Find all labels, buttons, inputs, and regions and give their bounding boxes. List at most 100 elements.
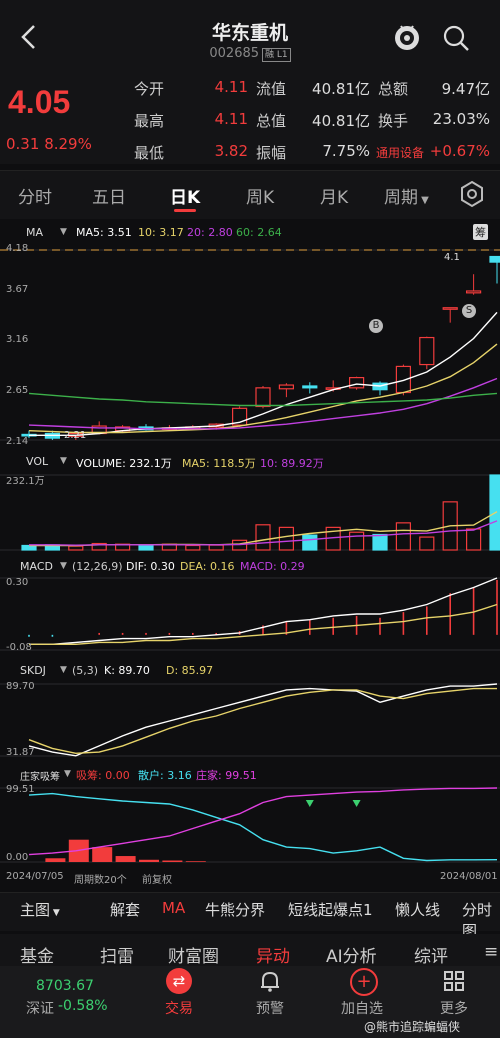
search-icon[interactable] bbox=[442, 24, 470, 52]
low-label: 最低 bbox=[134, 144, 165, 162]
volume-bar bbox=[302, 534, 318, 551]
ma-dropdown-icon[interactable]: ▼ bbox=[60, 227, 67, 237]
add-watchlist-icon[interactable]: + bbox=[350, 968, 378, 996]
stock-code: 002685 融 L1 bbox=[0, 46, 500, 62]
indicator-jietao[interactable]: 解套 bbox=[110, 901, 141, 919]
vol-dropdown-icon[interactable]: ▼ bbox=[60, 456, 67, 466]
sell-signal-badge[interactable]: S bbox=[462, 304, 476, 318]
volume-value: VOLUME: 232.1万 bbox=[76, 457, 172, 470]
nav-fund[interactable]: 基金 bbox=[20, 947, 54, 967]
volume-bar bbox=[138, 544, 154, 551]
xc-bar bbox=[45, 858, 66, 862]
macd-dropdown-icon[interactable]: ▼ bbox=[60, 561, 67, 571]
price-axis-3: 3.16 bbox=[6, 334, 29, 345]
feature-nav: 基金 扫雷 财富圈 异动 AI分析 综评 ≡ bbox=[0, 934, 500, 972]
nav-wealth-circle[interactable]: 财富圈 bbox=[168, 947, 219, 967]
candle bbox=[489, 255, 500, 263]
buy-signal-badge[interactable]: B bbox=[369, 319, 383, 333]
vol-ma5-value: MA5: 118.5万 bbox=[182, 457, 256, 470]
kline-chart[interactable] bbox=[0, 218, 500, 888]
vol-name[interactable]: VOL bbox=[26, 455, 49, 468]
nav-add-watchlist[interactable]: 加自选 bbox=[341, 1001, 383, 1017]
tab-weekly-k[interactable]: 周K bbox=[246, 188, 275, 208]
volume-bar bbox=[91, 542, 107, 551]
macd-dif: DIF: 0.30 bbox=[126, 560, 175, 573]
sector-link[interactable]: 通用设备 bbox=[376, 146, 425, 160]
candle bbox=[419, 336, 435, 366]
volume-bar bbox=[278, 526, 294, 551]
alert-bell-icon[interactable] bbox=[259, 970, 281, 992]
high-value: 4.11 bbox=[214, 110, 248, 128]
macd-dea: DEA: 0.16 bbox=[180, 560, 235, 573]
nav-alert[interactable]: 预警 bbox=[256, 1001, 284, 1017]
ma-name[interactable]: MA bbox=[26, 226, 44, 239]
high-label: 最高 bbox=[134, 112, 165, 130]
index-value[interactable]: 8703.67 bbox=[36, 978, 94, 994]
ma60-value: 60: 2.64 bbox=[236, 226, 282, 239]
candle bbox=[349, 376, 365, 389]
caret-down-icon: ▼ bbox=[418, 195, 429, 206]
active-tab-indicator bbox=[174, 209, 196, 212]
skdj-params: (5,3) bbox=[72, 664, 99, 677]
ma5-value: MA5: 3.51 bbox=[76, 226, 132, 239]
float-cap-value: 40.81亿 bbox=[312, 80, 370, 98]
period-tabs: 分时 五日 日K 周K 月K 周期 ▼ bbox=[0, 170, 500, 219]
indicator-bull-bear[interactable]: 牛熊分界 bbox=[205, 901, 266, 919]
candle bbox=[302, 385, 318, 389]
nav-ai-analysis[interactable]: AI分析 bbox=[326, 947, 377, 967]
ma20-line bbox=[28, 377, 498, 430]
main-chart-label: 主图 bbox=[20, 901, 51, 919]
main-chart-selector[interactable]: 主图 ▼ bbox=[20, 899, 60, 920]
volume-bar bbox=[255, 524, 271, 551]
tab-daily-k[interactable]: 日K bbox=[170, 188, 201, 208]
indicator-breakout[interactable]: 短线起爆点1 bbox=[288, 901, 373, 919]
volume-bar bbox=[419, 536, 435, 551]
adjust-mode[interactable]: 前复权 bbox=[142, 875, 172, 886]
tab-monthly-k[interactable]: 月K bbox=[320, 188, 349, 208]
nav-minesweep[interactable]: 扫雷 bbox=[100, 947, 134, 967]
dif-line bbox=[29, 577, 498, 645]
float-cap-label: 流值 bbox=[256, 80, 287, 98]
indicator-lazy-line[interactable]: 懒人线 bbox=[395, 901, 441, 919]
indicator-ma[interactable]: MA bbox=[162, 899, 186, 917]
candle bbox=[395, 365, 411, 394]
page-title: 华东重机 bbox=[211, 22, 288, 44]
settings-icon[interactable] bbox=[458, 180, 486, 208]
back-icon[interactable] bbox=[14, 22, 44, 52]
stock-code-text: 002685 bbox=[209, 46, 260, 61]
volume-bar bbox=[68, 545, 84, 551]
period-count: 周期数20个 bbox=[74, 875, 127, 886]
price-axis-bottom: 2.14 bbox=[6, 436, 29, 447]
more-grid-icon[interactable] bbox=[443, 970, 465, 992]
xc-bar bbox=[139, 859, 159, 862]
price-axis-top: 4.18 bbox=[6, 243, 29, 254]
ma5-line bbox=[29, 311, 498, 437]
nav-anomaly[interactable]: 异动 bbox=[256, 947, 290, 967]
skdj-name[interactable]: SKDJ bbox=[20, 664, 46, 677]
total-cap-value: 40.81亿 bbox=[312, 112, 370, 130]
volume-bar bbox=[372, 533, 388, 551]
tab-period[interactable]: 周期 ▼ bbox=[384, 183, 429, 208]
nav-more[interactable]: 更多 bbox=[440, 1001, 468, 1017]
candle bbox=[466, 290, 482, 294]
more-nav-icon[interactable]: ≡ bbox=[484, 942, 499, 962]
change-value: 0.31 bbox=[6, 135, 40, 153]
xc-bar bbox=[162, 860, 183, 862]
macd-name[interactable]: MACD bbox=[20, 560, 53, 573]
zj-name[interactable]: 庄家吸筹 bbox=[20, 772, 60, 783]
macd-axis-bottom: -0.08 bbox=[6, 642, 32, 653]
skdj-k: K: 89.70 bbox=[104, 664, 150, 677]
skdj-dropdown-icon[interactable]: ▼ bbox=[60, 665, 67, 675]
tab-five-day[interactable]: 五日 bbox=[92, 188, 126, 208]
chip-float-button[interactable]: 筹 bbox=[473, 224, 488, 240]
zj-dropdown-icon[interactable]: ▼ bbox=[64, 769, 71, 779]
tab-period-label: 周期 bbox=[384, 188, 418, 208]
volume-bar bbox=[208, 544, 224, 551]
nav-trade[interactable]: 交易 bbox=[165, 1001, 193, 1017]
tab-intraday[interactable]: 分时 bbox=[18, 188, 52, 208]
nav-rating[interactable]: 综评 bbox=[414, 947, 448, 967]
trade-icon[interactable]: ⇄ bbox=[166, 968, 192, 994]
assistant-robot-icon[interactable] bbox=[392, 22, 422, 52]
signal-triangle bbox=[305, 800, 314, 807]
watermark: @熊市追踪蝙蝠侠 bbox=[364, 1020, 461, 1034]
